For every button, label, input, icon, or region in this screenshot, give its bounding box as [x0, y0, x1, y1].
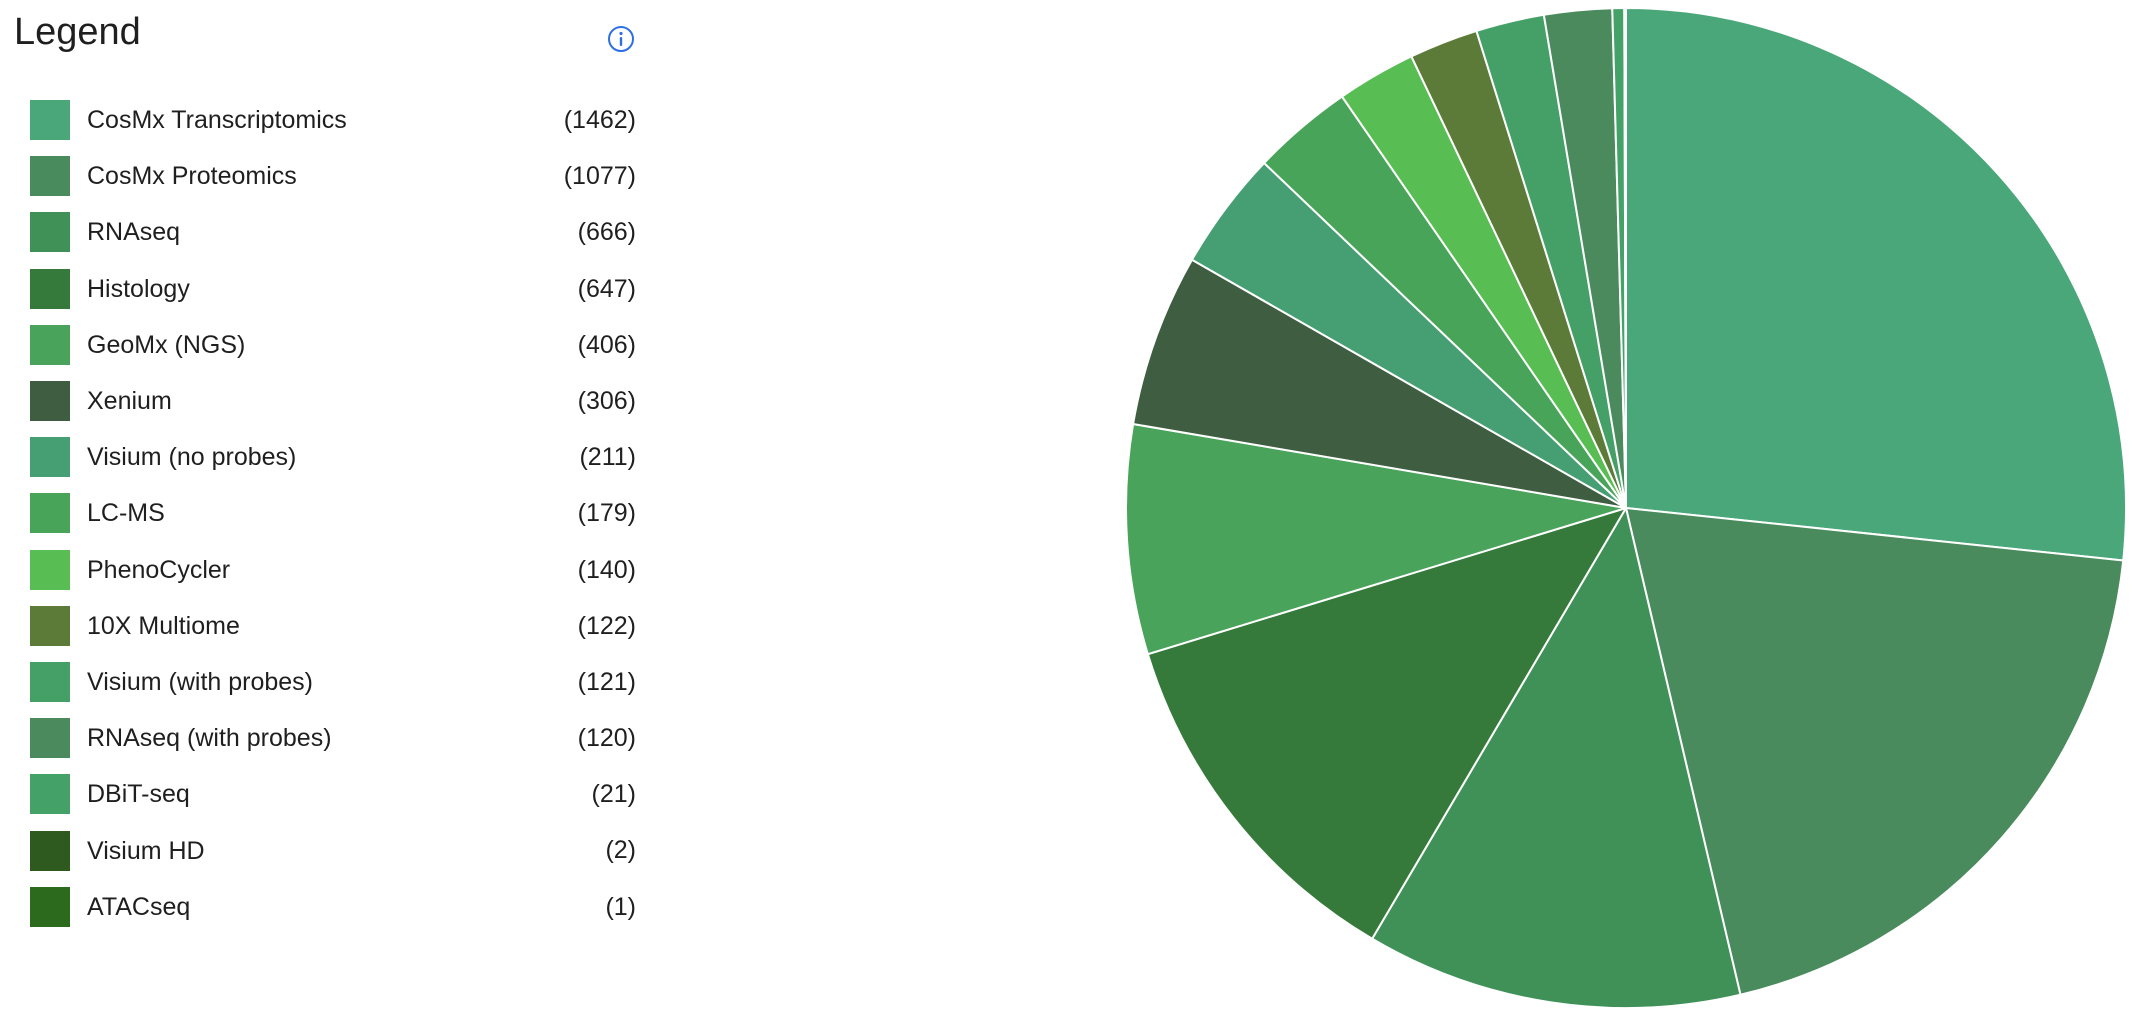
legend-swatch	[30, 100, 70, 141]
legend-item-count: (1077)	[563, 162, 636, 191]
legend-item[interactable]: CosMx Proteomics (1077)	[30, 148, 636, 204]
legend-swatch	[30, 324, 70, 365]
legend-item-label: Visium (with probes)	[87, 667, 314, 696]
legend-swatch	[30, 661, 70, 702]
legend-item-label: 10X Multiome	[87, 611, 240, 640]
legend-item-label: Histology	[87, 274, 190, 303]
legend-item-count: (120)	[577, 724, 636, 753]
legend-item-label: CosMx Transcriptomics	[87, 106, 347, 135]
pie-chart-svg	[1125, 7, 2127, 1009]
legend-swatch	[30, 718, 70, 759]
legend-swatch	[30, 605, 70, 646]
legend-item[interactable]: CosMx Transcriptomics (1462)	[30, 92, 636, 148]
legend-item[interactable]: Visium HD (2)	[30, 822, 636, 878]
legend-item[interactable]: ATACseq (1)	[30, 879, 636, 935]
legend-swatch	[30, 493, 70, 534]
legend-item[interactable]: RNAseq (666)	[30, 204, 636, 260]
legend-item-label: Visium HD	[87, 836, 205, 865]
legend-item-label: CosMx Proteomics	[87, 162, 297, 191]
legend-item[interactable]: RNAseq (with probes) (120)	[30, 710, 636, 766]
legend-item[interactable]: GeoMx (NGS) (406)	[30, 317, 636, 373]
legend-swatch	[30, 381, 70, 422]
legend-item-label: RNAseq (with probes)	[87, 724, 332, 753]
legend-item-count: (1)	[605, 892, 636, 921]
legend-item[interactable]: Histology (647)	[30, 261, 636, 317]
legend-title: Legend	[14, 11, 141, 53]
pie-slice-1[interactable]	[1625, 7, 2127, 562]
legend-swatch	[30, 549, 70, 590]
legend-item[interactable]: PhenoCycler (140)	[30, 542, 636, 598]
info-circle-icon[interactable]	[606, 24, 636, 54]
legend-swatch	[30, 156, 70, 197]
legend-item[interactable]: 10X Multiome (122)	[30, 598, 636, 654]
legend-item-count: (21)	[591, 780, 636, 809]
legend-item-label: ATACseq	[87, 892, 191, 921]
legend-item-count: (666)	[577, 218, 636, 247]
pie-slice-3[interactable]	[1371, 507, 1742, 1009]
legend-item-count: (211)	[579, 443, 636, 472]
legend-item-count: (406)	[577, 330, 636, 359]
legend-item-count: (179)	[577, 499, 636, 528]
legend-list: CosMx Transcriptomics (1462) CosMx Proteom…	[30, 92, 636, 935]
legend-item[interactable]: Xenium (306)	[30, 373, 636, 429]
legend-panel: Legend CosMx Transcriptomics (1462) CosMx …	[14, 8, 636, 927]
legend-item-count: (121)	[577, 667, 636, 696]
pie-slice-15[interactable]	[1624, 7, 1627, 509]
legend-item-label: Xenium	[87, 387, 172, 416]
legend-item-count: (647)	[577, 274, 636, 303]
legend-item[interactable]: Visium (with probes) (121)	[30, 654, 636, 710]
legend-swatch	[30, 830, 70, 871]
legend-item[interactable]: DBiT-seq (21)	[30, 766, 636, 822]
legend-item-label: GeoMx (NGS)	[87, 330, 246, 359]
legend-header: Legend	[14, 8, 634, 78]
pie-chart	[1100, 0, 2136, 1018]
legend-item-label: RNAseq	[87, 218, 181, 247]
pie-slice-2[interactable]	[1625, 507, 2125, 996]
legend-item-count: (2)	[605, 836, 636, 865]
legend-swatch	[30, 886, 70, 927]
legend-item[interactable]: LC-MS (179)	[30, 485, 636, 541]
legend-item[interactable]: Visium (no probes) (211)	[30, 429, 636, 485]
pie-slice-6[interactable]	[1132, 258, 1627, 509]
legend-swatch	[30, 212, 70, 253]
legend-item-count: (306)	[577, 386, 636, 415]
legend-item-label: PhenoCycler	[87, 555, 231, 584]
legend-swatch	[30, 774, 70, 815]
pie-slice-4[interactable]	[1146, 507, 1627, 940]
legend-item-count: (140)	[577, 555, 636, 584]
pie-slice-5[interactable]	[1125, 423, 1627, 656]
legend-item-label: LC-MS	[87, 499, 165, 528]
legend-item-label: DBiT-seq	[87, 780, 190, 809]
legend-swatch	[30, 437, 70, 478]
legend-swatch	[30, 268, 70, 309]
legend-item-count: (1462)	[563, 106, 636, 134]
legend-item-count: (122)	[577, 611, 636, 640]
legend-item-label: Visium (no probes)	[87, 443, 297, 472]
